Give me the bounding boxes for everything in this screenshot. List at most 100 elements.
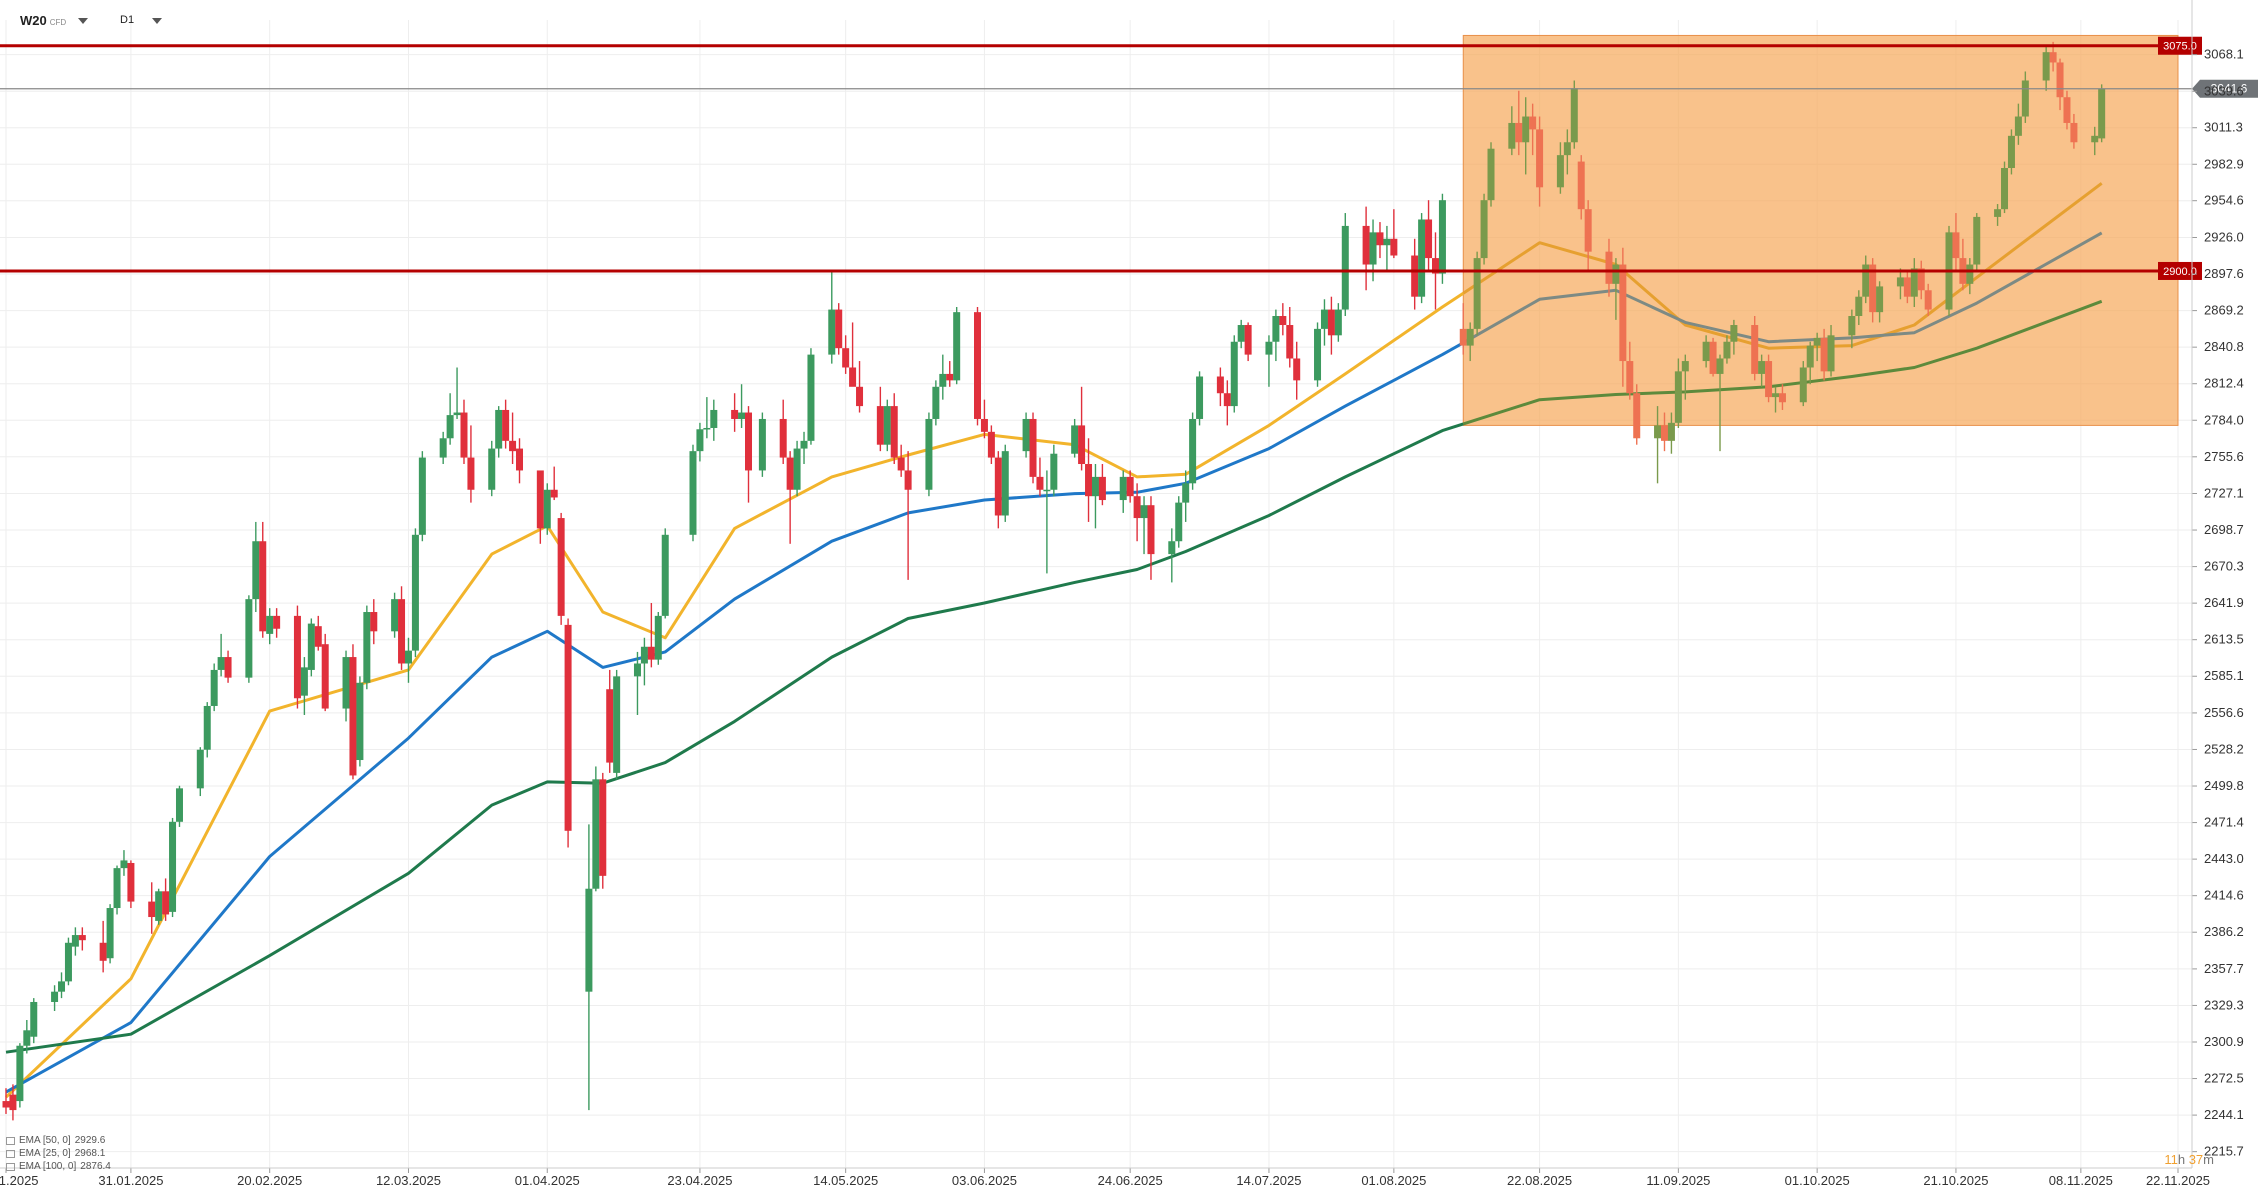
candle-body	[1168, 541, 1176, 555]
candle-up	[1314, 322, 1322, 387]
candle-body	[1515, 122, 1523, 143]
candle-body	[828, 309, 836, 355]
candle-body	[807, 354, 815, 441]
candle-body	[1827, 335, 1835, 372]
candle-up	[703, 397, 711, 439]
candle-up	[439, 431, 447, 465]
candle-body	[1529, 116, 1537, 130]
candle-up	[1175, 496, 1183, 548]
candle-up	[1848, 309, 1856, 349]
candle-up	[633, 651, 641, 715]
candle-down	[259, 521, 267, 638]
x-tick-label: 12.03.2025	[376, 1173, 441, 1188]
candle-up	[1855, 290, 1863, 326]
candle-body	[1522, 116, 1530, 143]
candle-body	[932, 386, 940, 419]
candle-up	[2014, 103, 2022, 145]
legend-row[interactable]: EMA [50, 0] 2929.6	[6, 1134, 111, 1147]
indicator-settings-icon[interactable]	[6, 1149, 15, 1158]
legend-row[interactable]: EMA [25, 0] 2968.1	[6, 1147, 111, 1160]
candle-down	[1952, 213, 1960, 271]
last-price-label: 3041.6	[2211, 82, 2248, 96]
candle-body	[175, 788, 183, 822]
candle-body	[2049, 52, 2057, 63]
legend-label: EMA [100, 0]	[19, 1161, 77, 1172]
candle-body	[1556, 155, 1564, 188]
ema50-line-zone	[1462, 231, 2103, 345]
candle-down	[1577, 155, 1585, 220]
candle-down	[557, 512, 565, 625]
candle-up	[196, 747, 204, 797]
indicator-settings-icon[interactable]	[6, 1136, 15, 1145]
candle-up	[1383, 225, 1391, 271]
candle-body	[640, 646, 648, 664]
candle-up	[2098, 84, 2106, 143]
y-tick-label: 3039.6	[2204, 83, 2244, 98]
candle-up	[418, 451, 426, 542]
candle-down	[550, 466, 558, 501]
candle-down	[1244, 322, 1252, 362]
legend-row[interactable]: EMA [100, 0] 2876.4	[6, 1160, 111, 1173]
y-tick-label: 2869.2	[2204, 303, 2244, 318]
candle-down	[1869, 258, 1877, 323]
candle-body	[883, 406, 891, 445]
candle-down	[370, 599, 378, 645]
candle-down	[876, 386, 884, 452]
candle-body	[1376, 232, 1384, 246]
last-price-badge	[2192, 79, 2258, 98]
candle-body	[2007, 135, 2015, 169]
candle-up	[2091, 126, 2099, 156]
candle-up	[1466, 322, 1474, 362]
candle-up	[120, 850, 128, 876]
candle-body	[502, 409, 510, 441]
candle-body	[1869, 264, 1877, 313]
candle-down	[1778, 384, 1786, 410]
candle-body	[446, 415, 454, 439]
candle-body	[536, 470, 544, 529]
candle-body	[689, 451, 697, 535]
candle-body	[1320, 309, 1328, 329]
candle-body	[1778, 393, 1786, 403]
candle-body	[946, 373, 954, 381]
candle-body	[203, 705, 211, 750]
candle-down	[897, 444, 905, 477]
candle-body	[1758, 361, 1766, 374]
candle-up	[1973, 213, 1981, 271]
candle-body	[1425, 219, 1433, 259]
candle-down	[1216, 367, 1224, 407]
candle-up	[1022, 412, 1030, 458]
candle-down	[564, 618, 572, 848]
time-axis[interactable]: 13.01.2025 31.01.2025 20.02.2025 12.03.2025…	[0, 1167, 2210, 1188]
candle-down	[731, 393, 739, 432]
candle-body	[994, 457, 1002, 516]
candle-body	[1563, 142, 1571, 156]
indicator-settings-icon[interactable]	[6, 1162, 15, 1171]
candle-body	[1022, 418, 1030, 452]
candle-body	[1487, 148, 1495, 201]
candle-body	[300, 667, 308, 696]
candle-body	[1098, 476, 1106, 501]
candle-body	[418, 457, 426, 535]
price-axis[interactable]: 3068.1 3039.6 3011.3 2982.9 2954.6 2926.0 2897…	[2191, 0, 2244, 1168]
candle-down	[779, 399, 787, 465]
candle-body	[1265, 341, 1273, 355]
x-tick-label: 08.11.2025	[2049, 1173, 2113, 1188]
horizontal-levels[interactable]: 3075.0 2900.0 3041.6	[0, 36, 2258, 280]
candle-body	[1196, 376, 1204, 419]
candle-down	[224, 650, 232, 683]
symbol-selector[interactable]: W20 CFD	[20, 10, 89, 30]
interval-selector[interactable]: D1	[120, 10, 163, 30]
y-tick-label: 2585.1	[2204, 668, 2244, 683]
candle-body	[1660, 425, 1668, 441]
candle-up	[106, 904, 114, 964]
candle-body	[1182, 483, 1190, 503]
candle-down	[849, 322, 857, 387]
candle-down	[1411, 238, 1419, 310]
level-label: 2900.0	[2163, 266, 2197, 278]
candle-body	[1411, 255, 1419, 297]
candle-body	[1966, 264, 1974, 284]
candle-down	[127, 860, 135, 909]
candle-body	[224, 657, 232, 678]
